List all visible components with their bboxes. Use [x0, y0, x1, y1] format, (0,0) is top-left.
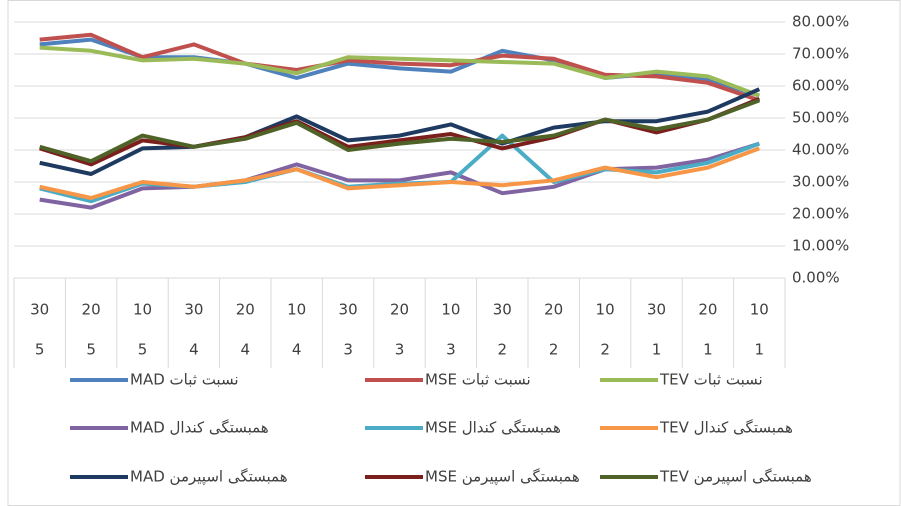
series-line — [39, 146, 760, 200]
legend-label: همبستگی کندال MSE — [425, 419, 561, 437]
x-tick-label: 10 — [750, 301, 769, 319]
y-tick-label: 10.00% — [792, 237, 849, 255]
series-line — [39, 32, 760, 103]
x-tick-label: 20 — [698, 301, 717, 319]
x-group-label: 3 — [395, 341, 405, 359]
legend-label: نسبت ثبات TEV — [659, 371, 763, 389]
x-tick-label: 30 — [493, 301, 512, 319]
legend-label: نسبت ثبات MSE — [425, 371, 531, 389]
y-tick-label: 40.00% — [792, 141, 849, 159]
x-tick-label: 30 — [30, 301, 49, 319]
y-tick-label: 70.00% — [792, 45, 849, 63]
x-tick-label: 20 — [390, 301, 409, 319]
x-tick-label: 10 — [287, 301, 306, 319]
x-tick-label: 10 — [133, 301, 152, 319]
x-group-label: 2 — [549, 341, 559, 359]
legend-label: همبستگی کندال MAD — [130, 419, 269, 437]
x-tick-label: 30 — [647, 301, 666, 319]
x-group-label: 2 — [600, 341, 610, 359]
y-tick-label: 80.00% — [792, 13, 849, 31]
x-tick-label: 10 — [596, 301, 615, 319]
series-line — [39, 87, 761, 176]
x-group-label: 1 — [703, 341, 713, 359]
series-line — [39, 45, 760, 98]
x-group-label: 2 — [498, 341, 508, 359]
x-group-label: 1 — [652, 341, 662, 359]
legend-label: همبستگی اسپیرمن TEV — [659, 468, 812, 487]
x-tick-label: 20 — [236, 301, 255, 319]
legend-label: همبستگی اسپیرمن MSE — [425, 468, 580, 487]
series-line — [39, 96, 761, 167]
x-tick-label: 20 — [82, 301, 101, 319]
chart-frame — [7, 0, 901, 506]
x-group-label: 5 — [86, 341, 96, 359]
x-tick-label: 10 — [441, 301, 460, 319]
x-tick-label: 20 — [544, 301, 563, 319]
legend-label: همبستگی کندال TEV — [659, 419, 793, 437]
x-group-label: 1 — [755, 341, 765, 359]
x-group-label: 3 — [343, 341, 353, 359]
series-line — [39, 98, 760, 164]
x-group-label: 5 — [35, 341, 45, 359]
series-line — [39, 141, 760, 210]
legend-label: همبستگی اسپیرمن MAD — [130, 468, 288, 487]
x-group-label: 5 — [138, 341, 148, 359]
x-group-label: 3 — [446, 341, 456, 359]
y-tick-label: 60.00% — [792, 77, 849, 95]
y-tick-label: 50.00% — [792, 109, 849, 127]
x-group-label: 4 — [241, 341, 251, 359]
x-group-label: 4 — [189, 341, 199, 359]
y-tick-label: 20.00% — [792, 205, 849, 223]
x-tick-label: 30 — [339, 301, 358, 319]
x-group-label: 4 — [292, 341, 302, 359]
y-tick-label: 0.00% — [792, 269, 840, 287]
legend-label: نسبت ثبات MAD — [130, 371, 239, 389]
y-tick-label: 30.00% — [792, 173, 849, 191]
x-tick-label: 30 — [184, 301, 203, 319]
